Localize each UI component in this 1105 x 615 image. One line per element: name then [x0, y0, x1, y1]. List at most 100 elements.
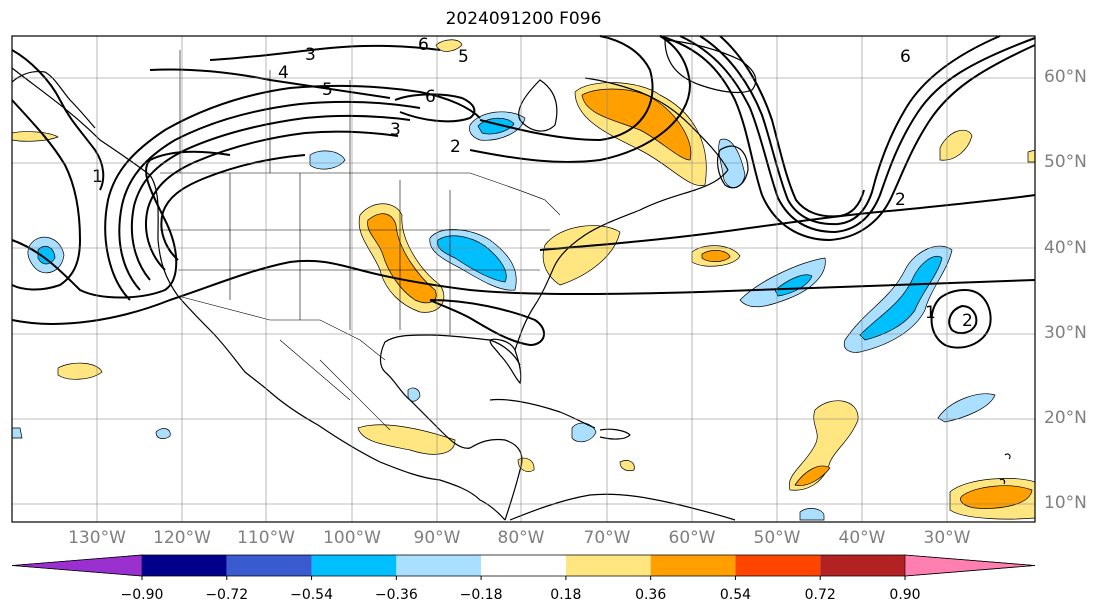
contour-ridge-top-2 [149, 68, 391, 99]
colorbar-segment [142, 555, 227, 576]
contour-label: 6 [418, 35, 429, 55]
shade-yellow-n-atl [435, 39, 463, 52]
colorbar-segment [735, 555, 821, 576]
shade-lightblue-atl-ne [739, 257, 826, 308]
shade-yellow-mexico [357, 424, 456, 455]
contour-outer-1 [11, 259, 1036, 325]
shade-blue-atl-central [859, 256, 943, 341]
shade-yellow-edge [1027, 149, 1036, 163]
mexico-west-coast [269, 391, 441, 481]
colorbar-tick-label: 0.36 [635, 587, 667, 603]
contour-trough-5 [144, 130, 399, 271]
lon-label: 120°W [153, 528, 211, 548]
shade-orange-tropical-atl [794, 465, 831, 486]
colorbar-tick-label: −0.18 [459, 587, 503, 603]
shade-lightblue-prairie [309, 150, 346, 170]
borders [160, 50, 561, 431]
colorbar-segments [11, 554, 1036, 577]
map-title: 2024091200 F096 [445, 9, 602, 29]
map-frame [11, 35, 1036, 523]
colorbar-segment [565, 555, 651, 576]
colorbar-segment [396, 555, 482, 576]
lat-label: 30°N [1044, 323, 1087, 343]
contour-ridge-top [209, 44, 441, 61]
contour-atlantic-trough-2 [679, 35, 1036, 234]
shade-yellow-caribbean-2 [619, 460, 635, 472]
hudson-bay [518, 79, 558, 132]
contour-pacific-west [11, 99, 82, 291]
contour-trough-2 [104, 84, 481, 301]
lon-label: 60°W [668, 528, 716, 548]
shade-lightblue-pac-s [155, 428, 171, 439]
contour-east-1 [479, 35, 654, 142]
shade-yellow-tropical-atl [788, 400, 859, 491]
colorbar-segment [311, 555, 397, 576]
contour-alaska [11, 49, 105, 191]
us-canada-border [160, 172, 561, 216]
shade-lightblue-s-atl [799, 508, 825, 521]
lon-label: 30°W [923, 528, 971, 548]
contour-trough-1 [11, 150, 231, 299]
contour-label: 4 [278, 63, 289, 83]
colorbar-segment [481, 555, 566, 576]
contours [11, 35, 1036, 349]
colorbar-tick-label: −0.72 [205, 587, 249, 603]
shade-blue-great-lakes [437, 235, 507, 283]
contour-label: 5 [322, 80, 333, 100]
lon-label: 110°W [237, 528, 295, 548]
contour-southeast [429, 299, 545, 347]
alaska [11, 70, 96, 129]
florida [489, 338, 522, 385]
shade-lightblue-w-edge [11, 427, 23, 439]
colorbar-tick-label: 0.54 [719, 587, 752, 603]
contour-label: 2 [962, 311, 973, 331]
colorbar-tick-label: −0.90 [120, 587, 164, 603]
gridlines [12, 36, 1035, 522]
contour-label: 1 [92, 167, 103, 187]
greenland [664, 39, 757, 94]
colorbar-tick-label: 0.90 [889, 587, 921, 603]
contour-label: 6 [425, 87, 436, 107]
contour-label: 2 [450, 137, 461, 157]
lat-label: 50°N [1044, 152, 1087, 172]
colorbar-ticks [141, 576, 906, 580]
colorbar-extend-max [904, 554, 1036, 577]
cuba [489, 398, 596, 429]
colorbar-segment [226, 555, 312, 576]
colorbar-segment [820, 555, 905, 576]
lon-label: 90°W [413, 528, 461, 548]
contour-high-low-loop [394, 93, 476, 123]
contour-label: 6 [900, 47, 911, 67]
shade-blue-atl-ne [774, 274, 813, 297]
shade-yellow-east-atl [939, 129, 973, 161]
shade-yellow-pacific-sw [57, 362, 103, 380]
contour-label-group: 3 4 5 6 2 1 6 5 3 2 6 1 2 [92, 35, 973, 331]
south-america-north [509, 493, 736, 521]
shade-blue-pacific [37, 245, 56, 265]
contour-trough-6 [160, 154, 306, 261]
hispaniola [599, 428, 631, 440]
forecast-map: 3 4 5 6 2 1 6 5 3 2 6 1 2 [11, 35, 1036, 523]
lon-label: 50°W [753, 528, 801, 548]
colorbar-tick-label: 0.72 [804, 587, 836, 603]
us-mexico-border [177, 295, 386, 361]
newfoundland [716, 145, 749, 189]
colorbar-segment [650, 555, 736, 576]
contour-label: 3 [305, 45, 316, 65]
lat-label: 60°N [1044, 67, 1087, 87]
contour-low-circle-inner [948, 304, 978, 335]
contour-label: 2 [895, 190, 906, 210]
contour-east-2 [469, 35, 692, 163]
colorbar-tick-label: −0.54 [290, 587, 333, 603]
shade-yellow-ne-coast [542, 225, 621, 286]
lat-label: 40°N [1044, 238, 1087, 258]
lat-label: 20°N [1044, 408, 1087, 428]
contour-atlantic-far [539, 194, 1036, 251]
colorbar-extend-min [11, 554, 143, 577]
contour-atlantic-trough-4 [719, 35, 865, 218]
north-america-west-coast [11, 67, 271, 393]
contour-label: 1 [925, 303, 936, 323]
contour-trough-4 [130, 114, 411, 281]
lon-label: 80°W [497, 528, 545, 548]
colorbar-tick-label: 0.18 [550, 587, 582, 603]
